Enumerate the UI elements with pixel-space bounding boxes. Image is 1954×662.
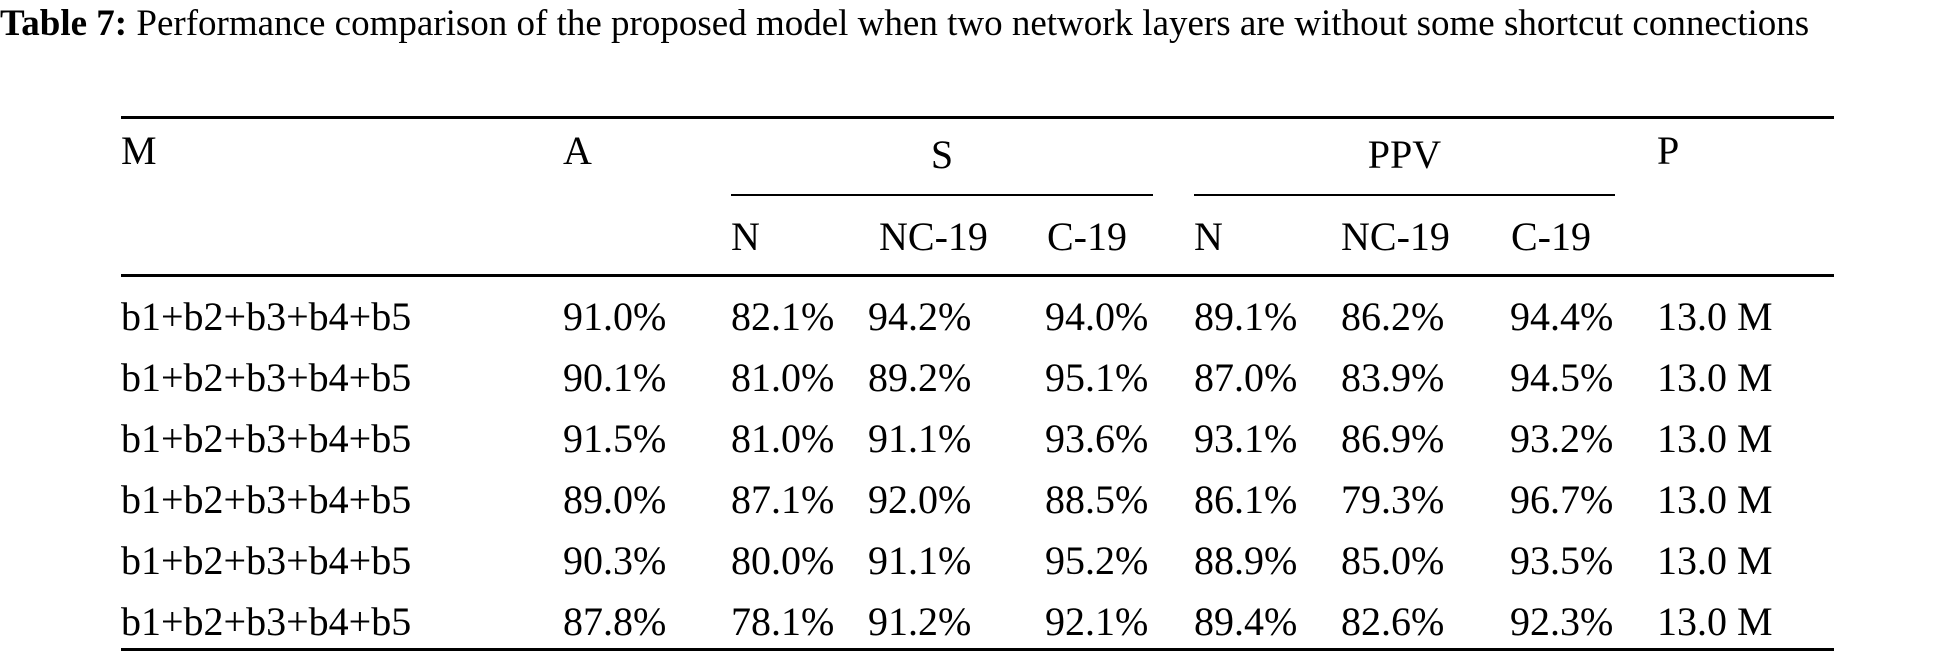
- table-caption: Table 7: Performance comparison of the p…: [0, 0, 1954, 48]
- cell-s-nc19: 92.0%: [868, 477, 972, 522]
- bottom-rule: [121, 648, 1834, 651]
- subheader-s-nc19: NC-19: [879, 214, 988, 259]
- cell-s-c19: 93.6%: [1045, 416, 1149, 461]
- cell-s-n: 78.1%: [731, 599, 835, 644]
- sensitivity-rule: [731, 194, 1153, 196]
- cell-s-c19: 88.5%: [1045, 477, 1149, 522]
- cell-ppv-nc19: 85.0%: [1341, 538, 1445, 583]
- ppv-rule: [1194, 194, 1615, 196]
- header-sensitivity: S: [930, 132, 954, 177]
- cell-ppv-nc19: 79.3%: [1341, 477, 1445, 522]
- subheader-s-c19: C-19: [1047, 214, 1127, 259]
- cell-params: 13.0 M: [1657, 477, 1773, 522]
- header-accuracy: A: [563, 128, 592, 173]
- cell-accuracy: 90.1%: [563, 355, 667, 400]
- cell-ppv-nc19: 86.9%: [1341, 416, 1445, 461]
- cell-ppv-n: 89.1%: [1194, 294, 1298, 339]
- cell-s-c19: 95.1%: [1045, 355, 1149, 400]
- cell-s-n: 81.0%: [731, 416, 835, 461]
- cell-ppv-c19: 94.4%: [1510, 294, 1614, 339]
- cell-s-n: 80.0%: [731, 538, 835, 583]
- cell-s-nc19: 91.1%: [868, 538, 972, 583]
- cell-model: b1+b2+b3+b4+b5: [121, 538, 412, 583]
- cell-ppv-c19: 93.5%: [1510, 538, 1614, 583]
- cell-params: 13.0 M: [1657, 538, 1773, 583]
- cell-accuracy: 90.3%: [563, 538, 667, 583]
- table-label: Table 7:: [0, 3, 128, 44]
- caption-text: Performance comparison of the proposed m…: [127, 3, 1810, 44]
- cell-s-n: 82.1%: [731, 294, 835, 339]
- cell-accuracy: 91.5%: [563, 416, 667, 461]
- subheader-ppv-c19: C-19: [1511, 214, 1591, 259]
- header-ppv: PPV: [1367, 132, 1442, 177]
- subheader-ppv-n: N: [1194, 214, 1223, 259]
- cell-s-n: 87.1%: [731, 477, 835, 522]
- cell-model: b1+b2+b3+b4+b5: [121, 416, 412, 461]
- cell-s-nc19: 94.2%: [868, 294, 972, 339]
- cell-accuracy: 91.0%: [563, 294, 667, 339]
- cell-s-c19: 92.1%: [1045, 599, 1149, 644]
- cell-params: 13.0 M: [1657, 599, 1773, 644]
- cell-s-c19: 94.0%: [1045, 294, 1149, 339]
- cell-ppv-n: 87.0%: [1194, 355, 1298, 400]
- cell-model: b1+b2+b3+b4+b5: [121, 477, 412, 522]
- top-rule: [121, 116, 1834, 119]
- header-params: P: [1657, 128, 1680, 173]
- cell-ppv-n: 86.1%: [1194, 477, 1298, 522]
- cell-ppv-n: 89.4%: [1194, 599, 1298, 644]
- cell-s-nc19: 91.2%: [868, 599, 972, 644]
- cell-params: 13.0 M: [1657, 355, 1773, 400]
- cell-ppv-nc19: 83.9%: [1341, 355, 1445, 400]
- cell-s-nc19: 91.1%: [868, 416, 972, 461]
- cell-s-nc19: 89.2%: [868, 355, 972, 400]
- cell-ppv-n: 93.1%: [1194, 416, 1298, 461]
- subheader-s-n: N: [731, 214, 760, 259]
- cell-params: 13.0 M: [1657, 294, 1773, 339]
- cell-s-n: 81.0%: [731, 355, 835, 400]
- header-model: M: [121, 128, 157, 173]
- cell-ppv-nc19: 86.2%: [1341, 294, 1445, 339]
- cell-model: b1+b2+b3+b4+b5: [121, 294, 412, 339]
- cell-s-c19: 95.2%: [1045, 538, 1149, 583]
- cell-accuracy: 89.0%: [563, 477, 667, 522]
- cell-model: b1+b2+b3+b4+b5: [121, 599, 412, 644]
- subheader-ppv-nc19: NC-19: [1341, 214, 1450, 259]
- cell-ppv-c19: 96.7%: [1510, 477, 1614, 522]
- header-rule: [121, 274, 1834, 277]
- cell-accuracy: 87.8%: [563, 599, 667, 644]
- cell-ppv-c19: 94.5%: [1510, 355, 1614, 400]
- cell-ppv-n: 88.9%: [1194, 538, 1298, 583]
- cell-ppv-nc19: 82.6%: [1341, 599, 1445, 644]
- cell-params: 13.0 M: [1657, 416, 1773, 461]
- cell-ppv-c19: 92.3%: [1510, 599, 1614, 644]
- cell-model: b1+b2+b3+b4+b5: [121, 355, 412, 400]
- cell-ppv-c19: 93.2%: [1510, 416, 1614, 461]
